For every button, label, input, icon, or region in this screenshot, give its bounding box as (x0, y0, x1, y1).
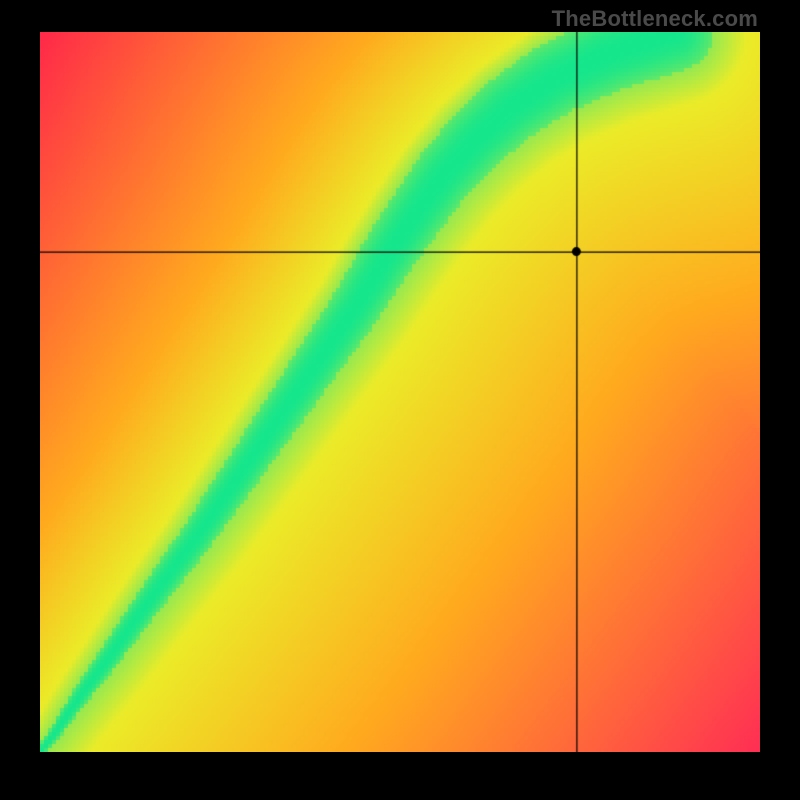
chart-container: TheBottleneck.com (0, 0, 800, 800)
watermark-text: TheBottleneck.com (552, 6, 758, 32)
heatmap-canvas (40, 32, 760, 752)
